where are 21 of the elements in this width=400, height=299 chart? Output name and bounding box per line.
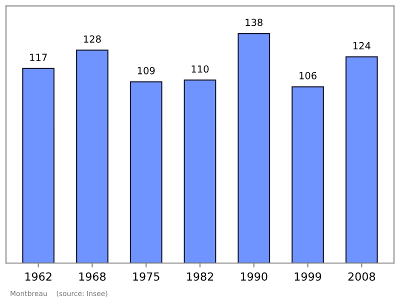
x-tick-label: 2008 [348,272,376,281]
data-label: 109 [138,66,155,74]
bar [345,56,378,264]
bar [184,80,216,264]
x-tick-label: 1999 [294,272,322,281]
x-tick-label: 1975 [133,272,160,281]
data-label: 128 [84,35,101,43]
bar [76,50,108,264]
x-tick-label: 1968 [79,272,106,281]
bar [130,81,162,264]
x-tick-label: 1962 [25,272,52,281]
data-label: 110 [192,65,209,73]
data-label: 117 [30,54,47,61]
data-label: 138 [246,18,262,26]
data-label: 124 [353,42,370,50]
x-tick-label: 1990 [240,272,268,281]
data-label: 106 [300,72,316,80]
bar [292,86,324,264]
bar [22,68,55,264]
bar [238,32,270,264]
x-tick-label: 1982 [187,272,214,281]
